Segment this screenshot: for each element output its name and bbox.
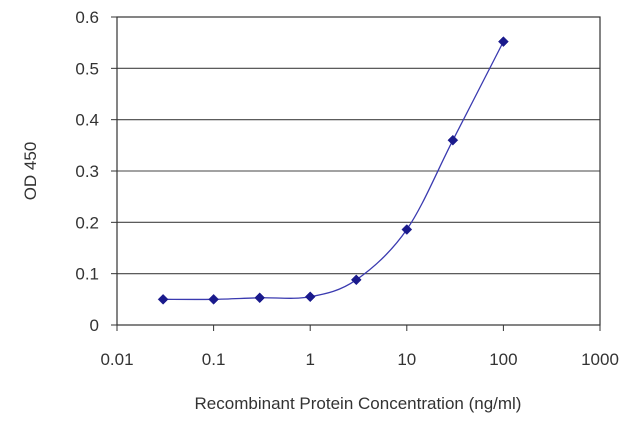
data-point-marker: [157, 293, 169, 305]
data-point-marker: [401, 224, 413, 235]
gridlines: [117, 67, 600, 275]
y-tick-label: 0.4: [75, 111, 99, 130]
y-tick-label: 0.3: [75, 162, 99, 181]
x-axis-title: Recombinant Protein Concentration (ng/ml…: [195, 394, 522, 413]
data-point-marker: [304, 291, 316, 303]
data-point-marker: [208, 293, 219, 305]
y-tick-label: 0.1: [75, 265, 99, 284]
x-tick-label: 10: [397, 350, 416, 369]
data-series: [157, 36, 509, 305]
y-tick-label: 0: [90, 316, 99, 335]
data-point-marker: [498, 36, 509, 47]
data-point-marker: [447, 134, 459, 146]
x-tick-label: 0.01: [100, 350, 133, 369]
x-tick-label: 1000: [581, 350, 619, 369]
y-axis-title: OD 450: [21, 142, 40, 201]
data-point-marker: [254, 292, 266, 304]
y-tick-label: 0.5: [75, 59, 99, 78]
x-tick-label: 1: [305, 350, 314, 369]
x-tick-label: 100: [489, 350, 517, 369]
x-tick-label: 0.1: [202, 350, 226, 369]
data-point-marker: [350, 274, 362, 286]
y-tick-label: 0.2: [75, 213, 99, 232]
y-tick-label: 0.6: [75, 8, 99, 27]
axis-ticks: [111, 16, 601, 331]
